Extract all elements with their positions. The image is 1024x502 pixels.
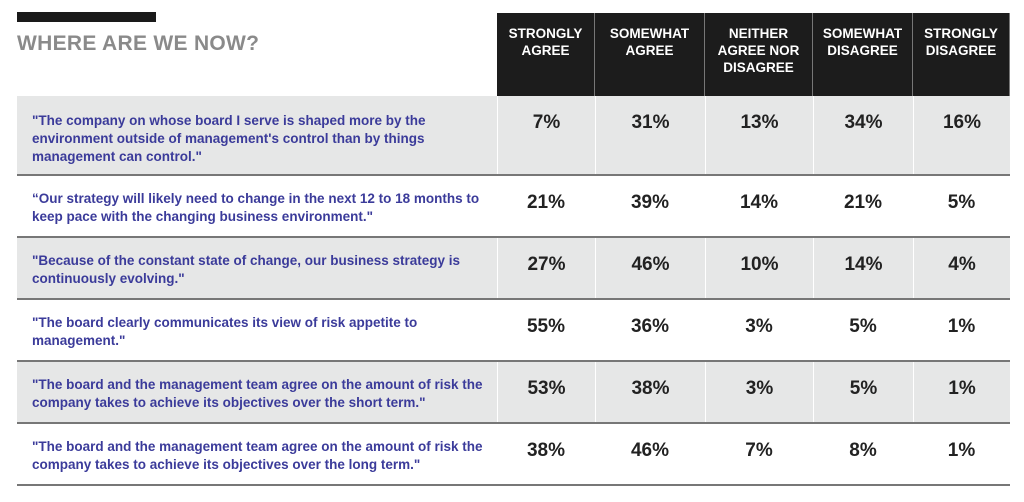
- statement: "The board and the management team agree…: [32, 377, 483, 410]
- value-cell: 36%: [630, 316, 670, 337]
- table-row: "The board clearly communicates its view…: [17, 300, 1010, 362]
- column-header: STRONGLY DISAGREE: [913, 13, 1010, 96]
- value-cell: 27%: [497, 238, 595, 298]
- value-cell: 3%: [745, 316, 773, 337]
- value-cell: 38%: [526, 440, 566, 461]
- value-cell: 55%: [526, 316, 566, 337]
- statement: "Because of the constant state of change…: [32, 253, 461, 286]
- value-cell: 53%: [497, 362, 595, 422]
- value-cell: 38%: [595, 362, 705, 422]
- value-cell: 7%: [497, 96, 595, 174]
- value-cell: 46%: [595, 238, 705, 298]
- decorative-bar: [17, 12, 156, 22]
- value-cell: 13%: [705, 96, 813, 174]
- column-header: SOMEWHAT AGREE: [595, 13, 705, 96]
- statement: “Our strategy will likely need to change…: [32, 191, 480, 224]
- statement: "The company on whose board I serve is s…: [32, 113, 426, 164]
- value-cell: 21%: [526, 192, 566, 213]
- statement: "The board and the management team agree…: [32, 439, 483, 472]
- value-cell: 4%: [913, 238, 1010, 298]
- value-cell: 21%: [843, 192, 883, 213]
- table-row: “Our strategy will likely need to change…: [17, 176, 1010, 238]
- value-cell: 14%: [739, 192, 779, 213]
- value-cell: 34%: [813, 96, 913, 174]
- page-title: WHERE ARE WE NOW?: [17, 32, 260, 55]
- table-row: "The board and the management team agree…: [17, 424, 1010, 486]
- value-cell: 31%: [595, 96, 705, 174]
- value-cell: 3%: [705, 362, 813, 422]
- table-row: "The company on whose board I serve is s…: [17, 96, 1010, 176]
- column-header: SOMEWHAT DISAGREE: [813, 13, 913, 96]
- column-header: STRONGLY AGREE: [497, 13, 595, 96]
- value-cell: 10%: [705, 238, 813, 298]
- column-header: NEITHER AGREE NOR DISAGREE: [705, 13, 813, 96]
- statement: "The board clearly communicates its view…: [32, 315, 418, 348]
- table-row: "Because of the constant state of change…: [17, 238, 1010, 300]
- table-row: "The board and the management team agree…: [17, 362, 1010, 424]
- value-cell: 46%: [630, 440, 670, 461]
- value-cell: 7%: [745, 440, 773, 461]
- value-cell: 39%: [630, 192, 670, 213]
- value-cell: 16%: [913, 96, 1010, 174]
- value-cell: 1%: [947, 316, 976, 337]
- value-cell: 5%: [849, 316, 877, 337]
- value-cell: 14%: [813, 238, 913, 298]
- value-cell: 5%: [947, 192, 976, 213]
- value-cell: 8%: [849, 440, 877, 461]
- value-cell: 1%: [913, 362, 1010, 422]
- value-cell: 5%: [813, 362, 913, 422]
- value-cell: 1%: [947, 440, 976, 461]
